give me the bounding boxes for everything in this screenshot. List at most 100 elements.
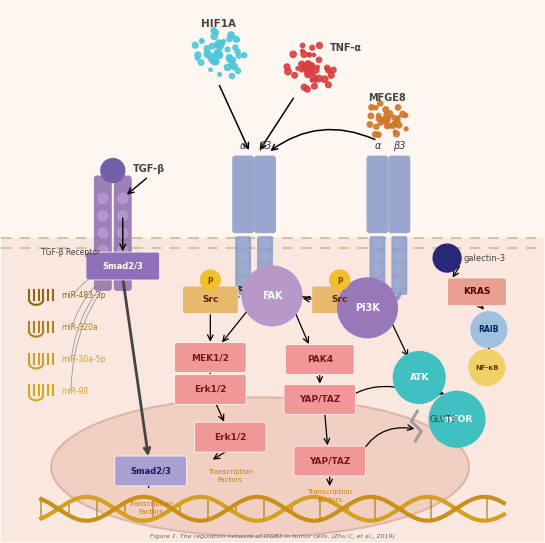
Text: galectin-3: galectin-3 (463, 254, 505, 263)
Circle shape (118, 263, 128, 273)
Text: Factors: Factors (217, 477, 243, 483)
Point (225, 35, 234, 43)
Text: YAP/TAZ: YAP/TAZ (309, 457, 350, 465)
Point (210, 52, 219, 60)
Point (211, 58, 220, 66)
Circle shape (98, 245, 108, 256)
Bar (2, 2, 543, 238)
Text: PAK4: PAK4 (307, 355, 333, 364)
Point (392, 129, 401, 138)
Text: MEK1/2: MEK1/2 (191, 353, 229, 362)
Point (374, 111, 383, 120)
Point (289, 50, 298, 59)
Circle shape (242, 266, 302, 326)
Point (197, 58, 205, 67)
Point (214, 49, 222, 58)
Point (298, 47, 307, 55)
Text: Factors: Factors (138, 509, 163, 515)
FancyBboxPatch shape (391, 236, 407, 295)
Point (379, 116, 388, 124)
Circle shape (372, 264, 383, 275)
Circle shape (429, 392, 485, 447)
Point (191, 41, 199, 49)
Circle shape (201, 270, 220, 290)
Point (381, 117, 390, 126)
Point (228, 55, 237, 64)
Point (227, 30, 236, 39)
Point (377, 119, 385, 128)
Circle shape (393, 351, 445, 403)
Point (401, 111, 410, 119)
Point (314, 74, 323, 83)
Point (307, 62, 316, 71)
Point (307, 61, 316, 70)
Point (193, 50, 202, 59)
Point (308, 72, 317, 81)
Point (211, 28, 220, 36)
Point (378, 115, 386, 124)
Point (215, 43, 224, 52)
Text: ATK: ATK (409, 373, 429, 382)
Point (234, 52, 243, 60)
Point (203, 49, 211, 58)
Circle shape (395, 278, 404, 288)
Point (223, 45, 232, 54)
Point (311, 75, 320, 84)
Point (402, 124, 410, 133)
FancyBboxPatch shape (367, 156, 389, 233)
Text: Transcription: Transcription (208, 469, 253, 475)
Point (385, 122, 394, 130)
Point (374, 115, 383, 123)
FancyBboxPatch shape (235, 236, 251, 295)
Point (193, 54, 202, 62)
Bar (2, 238, 543, 541)
Point (376, 99, 385, 108)
Circle shape (395, 238, 404, 248)
Text: Erk1/2: Erk1/2 (194, 385, 227, 394)
Point (204, 50, 213, 59)
Point (372, 122, 381, 131)
Text: p: p (208, 275, 213, 285)
Point (209, 55, 217, 64)
Point (230, 62, 239, 71)
Circle shape (98, 193, 108, 203)
Circle shape (98, 228, 108, 238)
FancyBboxPatch shape (114, 175, 132, 291)
FancyBboxPatch shape (254, 156, 276, 233)
Point (367, 103, 376, 112)
Point (384, 115, 392, 123)
Circle shape (395, 264, 404, 275)
Point (228, 60, 237, 69)
Circle shape (372, 238, 383, 248)
Ellipse shape (51, 397, 469, 536)
Point (227, 31, 235, 40)
Circle shape (260, 251, 270, 261)
Circle shape (238, 264, 248, 275)
Point (305, 50, 314, 59)
Point (215, 39, 223, 47)
Point (216, 40, 225, 48)
Point (215, 51, 224, 60)
Text: mTOR: mTOR (442, 415, 472, 424)
Point (212, 29, 221, 38)
Point (383, 115, 392, 124)
Point (219, 37, 228, 46)
Text: β3: β3 (259, 141, 271, 150)
Text: Erk1/2: Erk1/2 (214, 433, 246, 441)
Point (228, 55, 237, 64)
Circle shape (98, 263, 108, 273)
Circle shape (330, 270, 349, 290)
Point (310, 82, 319, 91)
Text: Src: Src (331, 295, 348, 305)
FancyBboxPatch shape (183, 286, 238, 314)
Point (383, 111, 391, 119)
Circle shape (118, 193, 128, 203)
Point (233, 36, 242, 45)
Circle shape (469, 350, 505, 386)
Point (308, 43, 317, 52)
Point (306, 65, 315, 74)
Circle shape (238, 251, 248, 261)
FancyBboxPatch shape (312, 286, 367, 314)
Text: Factors: Factors (317, 497, 342, 503)
Text: TNF-α: TNF-α (330, 43, 362, 53)
